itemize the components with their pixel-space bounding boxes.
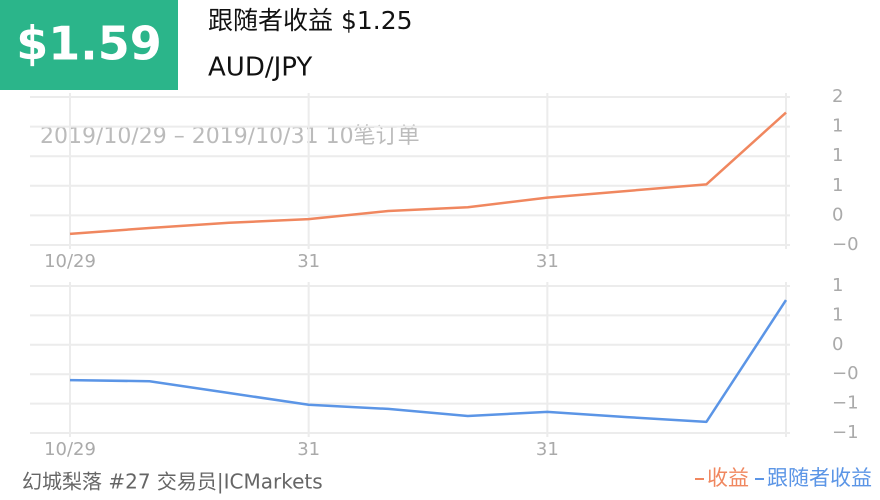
y-tick-label: −0 bbox=[832, 234, 859, 255]
y-tick-label: 1 bbox=[832, 116, 843, 137]
legend-item: 收益 bbox=[695, 466, 749, 490]
footer: 幻城梨落 #27 交易员|ICMarkets bbox=[22, 470, 323, 494]
x-tick-label: 10/29 bbox=[44, 251, 96, 272]
data-line bbox=[69, 299, 788, 424]
y-tick-label: 0 bbox=[832, 334, 843, 355]
y-tick-label: 0 bbox=[832, 204, 843, 225]
subtitle: 2019/10/29 – 2019/10/31 10笔订单 bbox=[40, 124, 420, 149]
legend-label: 收益 bbox=[707, 466, 749, 490]
x-tick-label: 31 bbox=[297, 251, 320, 272]
y-tick-label: −1 bbox=[832, 393, 859, 414]
y-tick-label: 1 bbox=[832, 145, 843, 166]
y-tick-label: 1 bbox=[832, 175, 843, 196]
follower-profit: 跟随者收益 $1.25 bbox=[208, 6, 413, 35]
y-tick-label: −0 bbox=[832, 363, 859, 384]
y-tick-label: 2 bbox=[832, 86, 843, 107]
amount-badge bbox=[0, 0, 178, 90]
x-tick-label: 31 bbox=[297, 439, 320, 460]
x-tick-label: 31 bbox=[536, 251, 559, 272]
x-tick-label: 31 bbox=[536, 439, 559, 460]
y-tick-label: 1 bbox=[832, 275, 843, 296]
data-line bbox=[69, 111, 787, 236]
legend-label: 跟随者收益 bbox=[767, 466, 872, 490]
y-tick-label: −1 bbox=[832, 422, 859, 443]
legend-swatch bbox=[755, 478, 764, 480]
y-tick-label: 1 bbox=[832, 304, 843, 325]
legend-swatch bbox=[695, 478, 704, 480]
pair: AUD/JPY bbox=[208, 53, 312, 83]
x-tick-label: 10/29 bbox=[44, 439, 96, 460]
legend-item: 跟随者收益 bbox=[755, 466, 872, 490]
legend: 收益 跟随者收益 bbox=[689, 462, 872, 492]
amount: $1.59 bbox=[16, 17, 162, 71]
